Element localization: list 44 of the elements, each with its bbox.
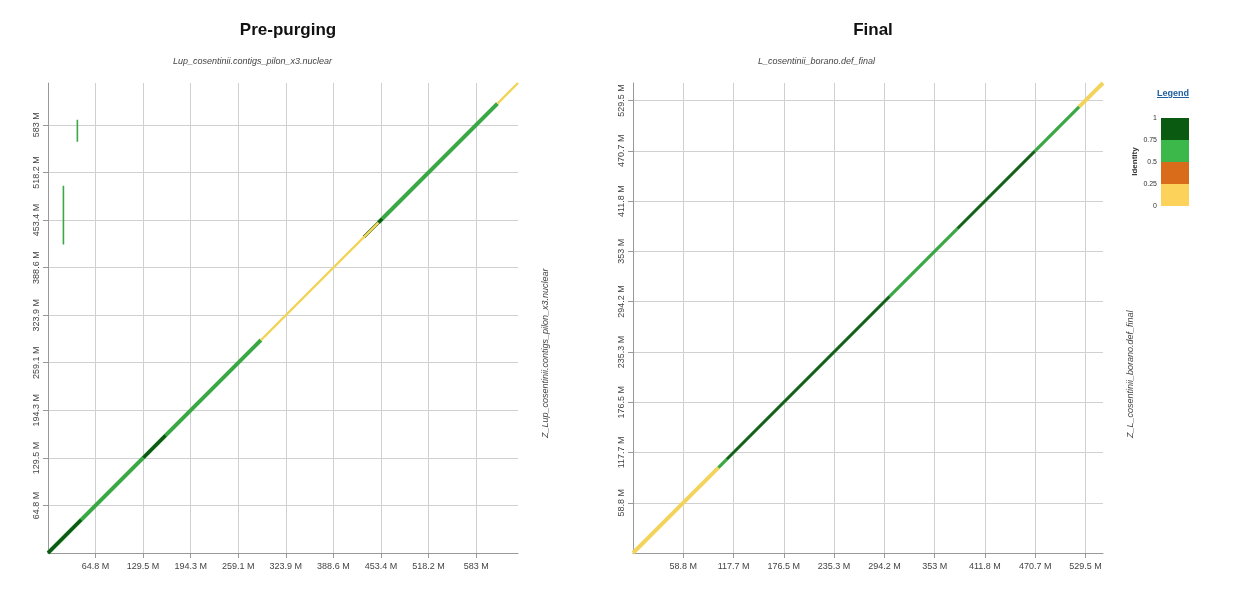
x-tick-label: 583 M xyxy=(463,560,489,571)
x-tick-label: 411.8 M xyxy=(968,560,1001,571)
y-tick-label: 323.9 M xyxy=(30,298,41,332)
y-tick-label: 411.8 M xyxy=(615,185,626,218)
y-tick-label: 259.1 M xyxy=(30,346,41,379)
x-tick-label: 453.4 M xyxy=(364,560,398,571)
y-tick-label: 129.5 M xyxy=(30,441,41,475)
x-tick-label: 259.1 M xyxy=(222,560,255,571)
x-tick-label: 235.3 M xyxy=(817,560,851,571)
x-tick-label: 529.5 M xyxy=(1069,560,1102,571)
chart-title: Pre-purging xyxy=(239,20,337,39)
y-tick-label: 353 M xyxy=(615,238,626,264)
y-tick-label: 117.7 M xyxy=(615,436,626,469)
x-tick-label: 129.5 M xyxy=(126,560,160,571)
y-tick-label: 294.2 M xyxy=(615,285,626,318)
y-tick-label: 64.8 M xyxy=(30,491,41,520)
y-tick-label: 453.4 M xyxy=(30,203,41,237)
y-tick-label: 194.3 M xyxy=(30,394,41,427)
x-tick-label: 323.9 M xyxy=(269,560,303,571)
y-axis-title: Z_L_cosentinii_borano.def_final xyxy=(1124,309,1135,439)
x-tick-label: 294.2 M xyxy=(868,560,901,571)
x-tick-label: 117.7 M xyxy=(717,560,750,571)
x-axis-title: Lup_cosentinii.contigs_pilon_x3.nuclear xyxy=(173,55,334,66)
x-tick-label: 176.5 M xyxy=(767,560,801,571)
x-tick-label: 353 M xyxy=(922,560,948,571)
y-tick-label: 235.3 M xyxy=(615,335,626,369)
chart-title: Final xyxy=(853,20,893,39)
y-tick-label: 470.7 M xyxy=(615,134,626,168)
x-tick-label: 518.2 M xyxy=(412,560,445,571)
y-tick-label: 518.2 M xyxy=(30,156,41,189)
x-tick-label: 194.3 M xyxy=(174,560,207,571)
color-bar-title: Identity xyxy=(1129,146,1139,178)
y-tick-label: 583 M xyxy=(30,112,41,138)
y-tick-label: 529.5 M xyxy=(615,84,626,117)
x-tick-label: 64.8 M xyxy=(81,560,110,571)
y-tick-label: 388.6 M xyxy=(30,251,41,284)
y-tick-label: 176.5 M xyxy=(615,385,626,419)
legend-title: Legend xyxy=(1157,88,1190,98)
x-tick-label: 58.8 M xyxy=(669,560,698,571)
x-tick-label: 388.6 M xyxy=(317,560,350,571)
y-tick-label: 58.8 M xyxy=(615,488,626,517)
y-axis-title: Z_Lup_cosentinii.contigs_pilon_x3.nuclear xyxy=(539,267,550,439)
x-axis-title: L_cosentinii_borano.def_final xyxy=(758,55,877,66)
x-tick-label: 470.7 M xyxy=(1018,560,1052,571)
